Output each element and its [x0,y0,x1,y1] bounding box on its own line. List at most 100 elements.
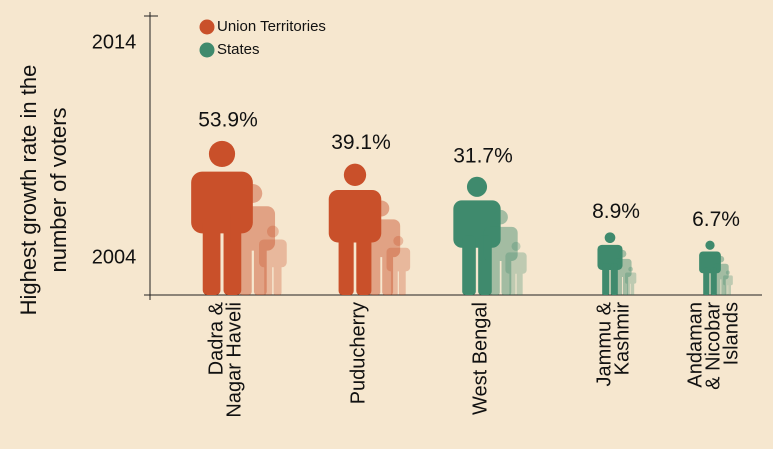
person-mark [597,232,623,295]
person-torso [597,244,623,270]
y-marker: 2014 [92,31,137,53]
person-torso [230,206,276,251]
x-tick-label: Nagar Haveli [223,302,245,418]
person-mark [453,176,501,295]
person-leg [715,275,721,295]
y-axis-title: Highest growth rate in the number of vot… [16,65,71,316]
person-torso [613,258,632,277]
person-head [493,209,508,225]
person-torso [386,247,411,272]
person-torso [328,189,382,243]
person-leg [630,280,635,295]
person-head [717,255,725,263]
person-leg [398,265,406,295]
person-head [511,241,521,251]
x-tick-label: West Bengal [469,302,491,415]
person-head [705,240,715,250]
person-echo [259,225,287,295]
value-label: 31.7% [453,144,513,167]
person-leg [490,252,500,295]
person-leg [616,272,623,295]
person-mark [699,240,721,295]
y-axis-title-line: number of voters [46,107,71,272]
person-echo [613,249,632,295]
legend-label: States [217,41,260,58]
person-leg [721,275,726,295]
person-head [208,140,236,168]
person-leg [602,263,610,295]
person-echo [625,266,637,295]
person-leg [724,282,728,295]
value-label: 6.7% [692,208,740,231]
legend-label: Union Territories [217,18,326,35]
person-echo [230,183,276,295]
person-leg [462,235,476,295]
person-echo [723,270,733,295]
person-leg [509,268,516,295]
person-head [266,225,279,238]
person-torso [505,252,527,274]
value-label: 8.9% [592,200,640,223]
person-leg [478,235,492,295]
x-tick-label: Jammu & [593,301,615,386]
person-leg [622,272,629,295]
person-echo [483,209,518,295]
person-leg [238,239,252,295]
person-torso [362,219,401,258]
person-head [243,183,263,203]
person-torso [191,171,253,234]
y-axis-title-line: Highest growth rate in the [16,65,41,316]
person-echo [362,200,401,295]
person-leg [516,268,523,295]
person-echo [505,241,527,295]
x-tick-label: Dadra & [205,301,227,375]
person-torso [483,226,518,261]
person-leg [382,247,394,295]
value-label: 53.9% [198,108,258,131]
person-head [604,232,616,244]
x-tick-label: & Nicobar [702,302,724,390]
person-torso [453,200,501,248]
person-leg [627,280,631,295]
y-marker: 2004 [92,246,137,268]
person-mark [191,140,253,295]
person-leg [610,263,618,295]
legend-swatch [199,42,215,58]
person-echo [713,255,729,295]
person-head [393,235,404,246]
person-echo [386,235,411,295]
legend-swatch [199,19,215,35]
person-torso [625,272,637,284]
person-leg [501,252,512,295]
person-head [343,163,367,187]
person-leg [390,265,398,295]
person-torso [723,275,733,286]
x-tick-label: Kashmir [611,302,633,376]
person-leg [703,267,710,295]
person-torso [713,263,729,280]
x-tick-label: Puducherry [347,302,369,404]
person-torso [259,239,287,268]
person-leg [338,229,354,295]
person-leg [369,247,381,295]
person-leg [223,217,242,295]
x-tick-label: Islands [720,302,742,365]
person-head [373,200,390,217]
person-leg [273,260,282,295]
value-label: 39.1% [331,131,391,154]
person-leg [356,229,372,295]
person-leg [264,260,273,295]
person-leg [710,267,717,295]
person-head [628,266,634,272]
person-leg [202,217,221,295]
x-tick-label: Andaman [684,302,706,388]
person-head [618,249,627,258]
person-mark [328,163,382,295]
person-head [466,176,488,197]
person-torso [699,251,721,274]
person-leg [253,239,267,295]
person-leg [728,282,731,295]
person-head [725,270,731,275]
